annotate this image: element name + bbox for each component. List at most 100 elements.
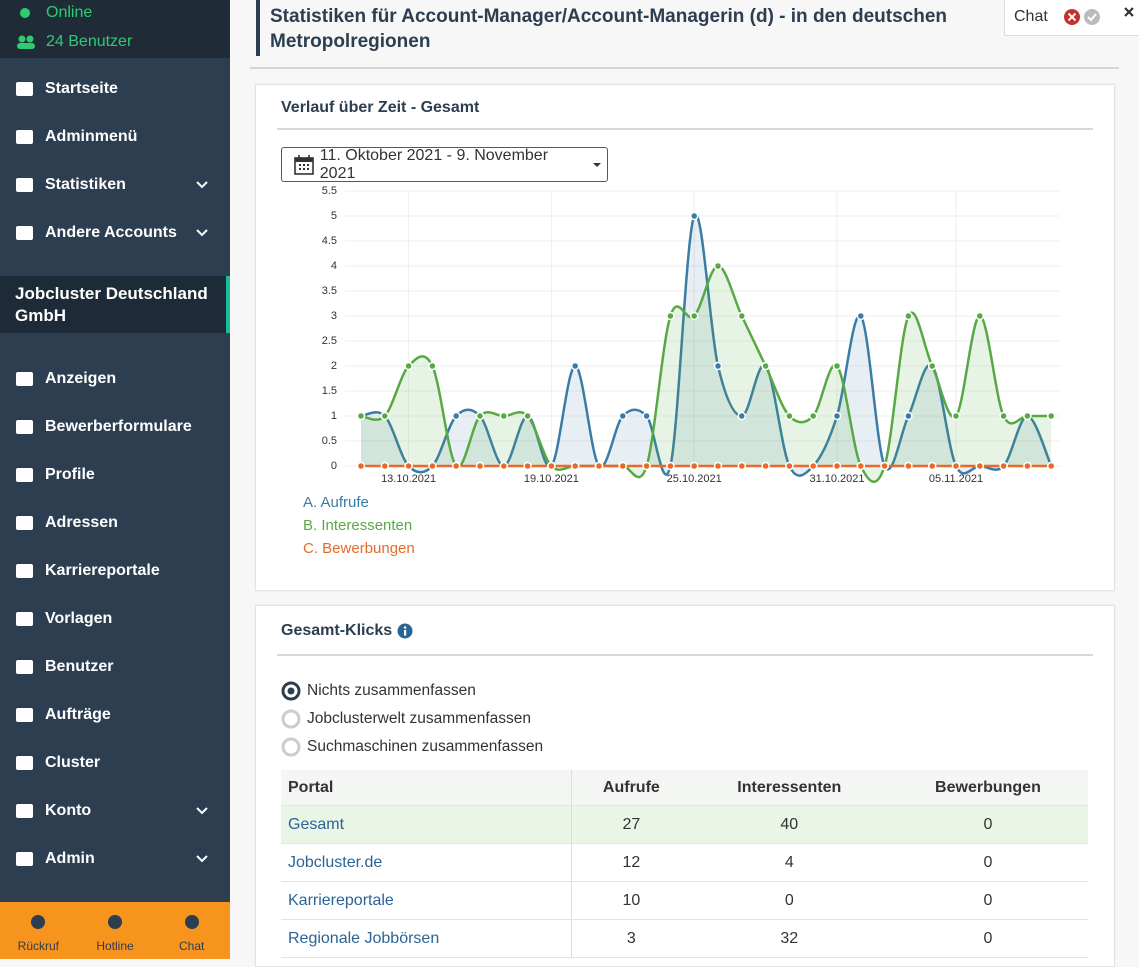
sidebar: Online 24 Benutzer Jobcluster Deutschlan… bbox=[0, 0, 230, 959]
table-row: Regionale Jobbörsen 3 32 0 bbox=[281, 919, 1088, 958]
menu-icon bbox=[16, 420, 33, 434]
x-tick-label: 31.10.2021 bbox=[809, 473, 864, 485]
accept-chat-icon[interactable] bbox=[1084, 9, 1100, 25]
data-point bbox=[785, 411, 794, 421]
data-point bbox=[1046, 461, 1056, 471]
cell: 32 bbox=[690, 919, 888, 958]
x-tick-label: 13.10.2021 bbox=[381, 473, 436, 485]
portal-link[interactable]: Jobcluster.de bbox=[281, 843, 572, 882]
menu-item[interactable]: Andere Accounts bbox=[0, 209, 230, 257]
data-point bbox=[475, 461, 485, 471]
menu-icon bbox=[16, 516, 33, 530]
table-row: Karriereportale 10 0 0 bbox=[281, 881, 1088, 920]
footer-item[interactable]: Rückruf bbox=[0, 902, 77, 959]
menu-icon bbox=[16, 468, 33, 482]
menu-item[interactable]: Konto bbox=[0, 787, 230, 835]
y-tick-label: 5.5 bbox=[322, 185, 337, 197]
panel-rule bbox=[277, 654, 1093, 656]
table-row: Gesamt 27 40 0 bbox=[281, 805, 1088, 844]
cell: 40 bbox=[690, 805, 888, 844]
radio-ring bbox=[281, 737, 301, 757]
menu-label: Adminmenü bbox=[45, 128, 138, 145]
data-point bbox=[666, 461, 675, 471]
data-point bbox=[451, 411, 461, 421]
icon-shape bbox=[16, 372, 33, 386]
icon-shape bbox=[16, 82, 33, 96]
portal-link[interactable]: Gesamt bbox=[281, 805, 572, 844]
data-point bbox=[713, 361, 723, 371]
data-point bbox=[356, 411, 366, 421]
menu-item[interactable]: Startseite bbox=[0, 65, 230, 113]
data-point bbox=[999, 411, 1008, 421]
portal-link[interactable]: Regionale Jobbörsen bbox=[281, 919, 572, 958]
data-point bbox=[808, 461, 818, 471]
radio-option[interactable]: Nichts zusammenfassen bbox=[281, 681, 476, 701]
chevron bbox=[196, 855, 208, 863]
y-tick-label: 3.5 bbox=[322, 285, 337, 297]
page-title: Statistiken für Account-Manager/Account-… bbox=[270, 6, 948, 52]
chat-label: Chat bbox=[1014, 8, 1048, 25]
menu-item[interactable]: Adminmenü bbox=[0, 113, 230, 161]
table-row: Jobcluster.de 12 4 0 bbox=[281, 843, 1088, 882]
menu-item[interactable]: Aufträge bbox=[0, 691, 230, 739]
data-point bbox=[642, 461, 651, 471]
radio-label: Suchmaschinen zusammenfassen bbox=[307, 738, 544, 755]
menu-item[interactable]: Statistiken bbox=[0, 161, 230, 209]
info-icon[interactable] bbox=[397, 623, 413, 639]
menu-label: Profile bbox=[45, 466, 95, 483]
menu-icon bbox=[16, 178, 33, 192]
radio-option[interactable]: Jobclusterwelt zusammenfassen bbox=[281, 709, 531, 729]
radio-ring bbox=[281, 709, 301, 729]
icon-shape bbox=[16, 804, 33, 818]
icon-shape bbox=[184, 915, 199, 929]
radio-label: Jobclusterwelt zusammenfassen bbox=[307, 710, 531, 727]
portal-link[interactable]: Karriereportale bbox=[281, 881, 572, 920]
data-point bbox=[713, 461, 723, 471]
data-point bbox=[499, 461, 509, 471]
online-icon bbox=[20, 8, 30, 18]
menu-item[interactable]: Profile bbox=[0, 451, 230, 499]
menu-item[interactable]: Karriereportale bbox=[0, 547, 230, 595]
menu-item[interactable]: Cluster bbox=[0, 739, 230, 787]
footer-item[interactable]: Hotline bbox=[77, 902, 154, 959]
menu-item[interactable]: Adressen bbox=[0, 499, 230, 547]
clicks-panel-title: Gesamt-Klicks bbox=[281, 622, 393, 639]
caret-icon bbox=[593, 162, 602, 167]
column-header: Interessenten bbox=[690, 770, 888, 806]
menu-icon bbox=[16, 852, 33, 866]
icon-shape bbox=[31, 915, 46, 929]
chevron-icon bbox=[196, 855, 208, 863]
data-point bbox=[499, 411, 509, 421]
menu-label: Bewerberformulare bbox=[45, 418, 192, 435]
cell: 3 bbox=[571, 919, 691, 958]
cell: 0 bbox=[887, 843, 1088, 882]
minimize-chat[interactable] bbox=[1124, 7, 1134, 17]
menu-item[interactable]: Admin bbox=[0, 835, 230, 883]
column-header: Aufrufe bbox=[571, 770, 691, 806]
chevron bbox=[196, 181, 208, 189]
menu-item[interactable]: Benutzer bbox=[0, 643, 230, 691]
radio-option[interactable]: Suchmaschinen zusammenfassen bbox=[281, 737, 543, 757]
footer-item[interactable]: Chat bbox=[153, 902, 230, 959]
data-point bbox=[951, 411, 961, 421]
menu-icon bbox=[16, 708, 33, 722]
legend-entry[interactable]: B. Interessenten bbox=[303, 517, 413, 534]
data-point bbox=[547, 461, 556, 471]
data-point bbox=[761, 361, 770, 371]
menu-item[interactable]: Anzeigen bbox=[0, 355, 230, 403]
line-chart: 0 0.5 1 1.5 2 2.5 3 3.5 4 4.5 5 5.5 13.10.2021 19.10.… bbox=[322, 185, 1060, 485]
menu-item[interactable]: Bewerberformulare bbox=[0, 403, 230, 451]
date-range-button[interactable]: 11. Oktober 2021 - 9. November 2021 bbox=[281, 147, 608, 182]
menu-label: Benutzer bbox=[45, 658, 114, 675]
menu-item[interactable]: Vorlagen bbox=[0, 595, 230, 643]
chat-widget[interactable]: Chat bbox=[1004, 0, 1139, 36]
company-item[interactable]: Jobcluster Deutschland GmbH bbox=[0, 276, 230, 333]
data-point bbox=[904, 411, 913, 421]
legend-entry[interactable]: A. Aufrufe bbox=[303, 494, 369, 511]
column-header: Portal bbox=[281, 770, 572, 806]
legend-entry[interactable]: C. Bewerbungen bbox=[303, 540, 415, 557]
data-point bbox=[832, 411, 842, 421]
menu-label: Andere Accounts bbox=[45, 224, 177, 241]
cell: 4 bbox=[690, 843, 888, 882]
header-rule bbox=[250, 67, 1119, 69]
